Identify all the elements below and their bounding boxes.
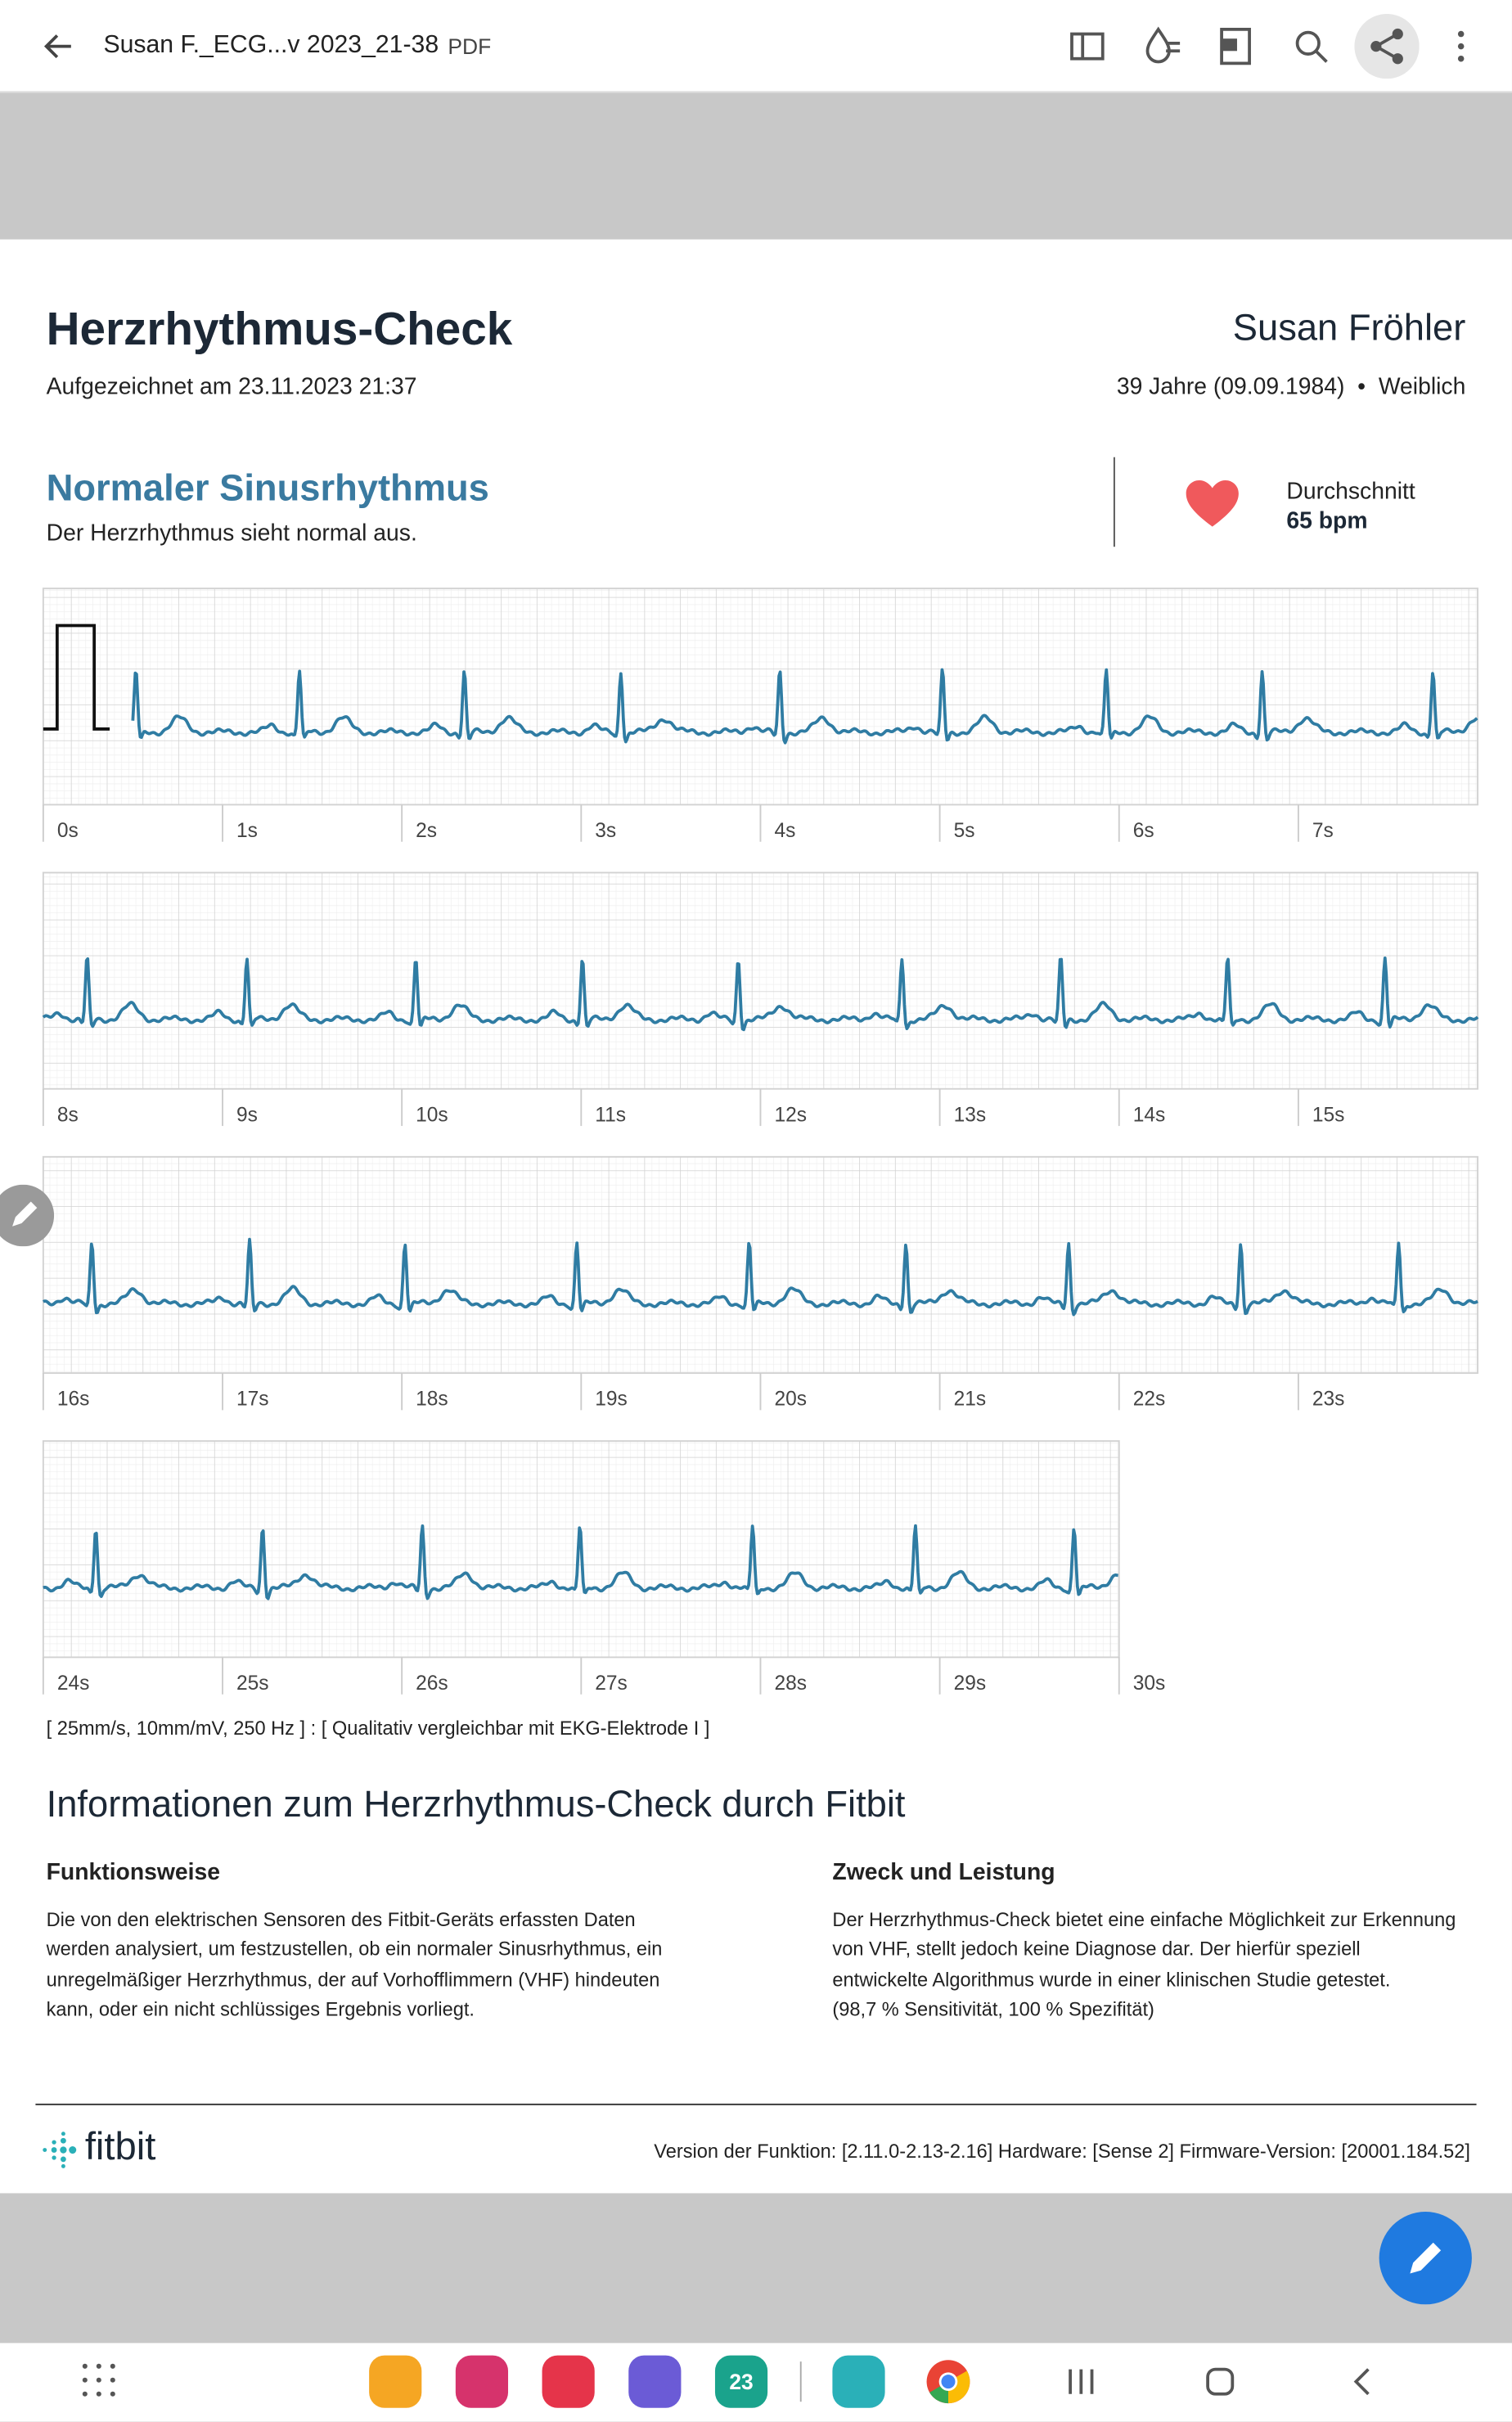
internet-app[interactable] (628, 2355, 682, 2408)
time-label: 0s (57, 820, 79, 842)
average-value: 65 bpm (1286, 508, 1368, 535)
search-button[interactable] (1293, 28, 1330, 65)
ecg-trace (43, 1237, 1478, 1317)
time-label: 13s (954, 1104, 987, 1126)
edit-handle[interactable] (0, 1184, 56, 1247)
time-label: 16s (57, 1389, 90, 1411)
right-text: Der Herzrhythmus-Check bietet eine einfa… (832, 1906, 1456, 2026)
time-label: 4s (774, 820, 795, 842)
patient-info: 39 Jahre (09.09.1984) (1116, 373, 1345, 400)
time-label: 25s (236, 1672, 269, 1695)
reading-mode-button[interactable] (1143, 25, 1183, 65)
taskbar-divider (799, 2361, 802, 2402)
apps-button[interactable] (80, 2361, 117, 2398)
heart-icon (1186, 480, 1239, 527)
outline-button[interactable] (1069, 28, 1105, 65)
result-title: Normaler Sinusrhythmus (46, 467, 489, 510)
time-label: 9s (236, 1104, 258, 1126)
ecg-trace (42, 956, 1479, 1032)
ecg-trace (131, 668, 1478, 745)
patient-line: 39 Jahre (09.09.1984) • Weiblich (1116, 373, 1466, 400)
time-label: 7s (1312, 820, 1334, 842)
footer-rule (35, 2103, 1477, 2105)
fitbit-logo (43, 2132, 77, 2168)
version-info: Version der Funktion: [2.11.0-2.13-2.16]… (654, 2141, 1470, 2163)
file-type: PDF (448, 34, 492, 59)
time-label: 3s (595, 820, 616, 842)
text-line: kann, oder ein nicht schlüssiges Ergebni… (46, 1998, 475, 2021)
calibration-pulse (43, 624, 110, 731)
chrome-app[interactable] (922, 2356, 974, 2408)
back-nav-button[interactable] (1348, 2366, 1379, 2397)
time-label: 10s (416, 1104, 448, 1126)
time-label: 11s (595, 1104, 626, 1126)
time-label: 2s (416, 820, 437, 842)
text-line: entwickelte Algorithmus wurde in einer k… (832, 1969, 1391, 1991)
ecg-strips: 0s 1s 2s 3s 4s 5s 6s 7s 8s 9s 10s 11s 12s 13s 14s 15s 16… (42, 587, 1479, 1695)
left-heading: Funktionsweise (46, 1859, 221, 1886)
time-label: 30s (1133, 1672, 1166, 1695)
fitbit-app[interactable] (832, 2355, 885, 2408)
home-button[interactable] (1204, 2366, 1235, 2397)
info-title: Informationen zum Herzrhythmus-Check dur… (46, 1784, 906, 1826)
ecg-grid (42, 1155, 1478, 1375)
average-label: Durchschnitt (1286, 479, 1415, 506)
time-label: 19s (595, 1389, 628, 1411)
time-label: 26s (416, 1672, 448, 1695)
edit-fab[interactable] (1378, 2210, 1474, 2306)
files-app[interactable] (369, 2355, 422, 2408)
time-label: 24s (57, 1672, 90, 1695)
text-line: unregelmäßiger Herzrhythmus, der auf Vor… (46, 1969, 660, 1991)
taskbar: 23 (0, 2343, 1512, 2422)
text-line: werden analysiert, um festzustellen, ob … (46, 1938, 663, 1961)
recents-button[interactable] (1065, 2366, 1096, 2397)
back-button[interactable] (40, 28, 77, 65)
time-label: 12s (774, 1104, 807, 1126)
more-button[interactable] (1451, 28, 1470, 65)
camera-app[interactable] (542, 2355, 595, 2408)
right-heading: Zweck und Leistung (832, 1859, 1055, 1886)
time-label: 15s (1312, 1104, 1345, 1126)
ecg-footnote: [ 25mm/s, 10mm/mV, 250 Hz ] : [ Qualitat… (46, 1717, 710, 1740)
time-label: 5s (954, 820, 975, 842)
ecg-grid (42, 871, 1478, 1090)
text-line: Der Herzrhythmus-Check bietet eine einfa… (832, 1909, 1456, 1931)
page-button[interactable] (1217, 26, 1253, 66)
text-line: (98,7 % Sensitivität, 100 % Spezifität) (832, 1998, 1154, 2021)
time-label: 1s (236, 820, 258, 842)
recorded: Aufgezeichnet am 23.11.2023 21:37 (46, 373, 417, 400)
report-title: Herzrhythmus-Check (46, 304, 513, 356)
result-text: Der Herzrhythmus sieht normal aus. (46, 520, 417, 547)
toolbar: Susan F._ECG...v 2023_21-38 PDF (0, 0, 1512, 93)
pdf-page: Herzrhythmus-Check Aufgezeichnet am 23.1… (0, 239, 1512, 2194)
time-label: 21s (954, 1389, 987, 1411)
time-label: 18s (416, 1389, 448, 1411)
text-line: von VHF, stellt jedoch keine Diagnose da… (832, 1938, 1361, 1961)
time-label: 6s (1133, 820, 1154, 842)
gender: Weiblich (1378, 373, 1466, 400)
file-title: Susan F._ECG...v 2023_21-38 (103, 32, 439, 59)
time-label: 27s (595, 1672, 628, 1695)
time-label: 23s (1312, 1389, 1345, 1411)
time-label: 29s (954, 1672, 987, 1695)
divider (1113, 457, 1115, 547)
calendar-app[interactable]: 23 (714, 2355, 768, 2408)
time-label: 14s (1133, 1104, 1166, 1126)
time-label: 22s (1133, 1389, 1166, 1411)
time-label: 20s (774, 1389, 807, 1411)
share-button[interactable] (1354, 13, 1420, 79)
time-label: 8s (57, 1104, 79, 1126)
ecg-grid (42, 587, 1478, 806)
time-label: 17s (236, 1389, 269, 1411)
time-label: 28s (774, 1672, 807, 1695)
ecg-trace (43, 1524, 1118, 1600)
left-text: Die von den elektrischen Sensoren des Fi… (47, 1906, 663, 2026)
gallery-app[interactable] (455, 2355, 509, 2408)
patient-name: Susan Fröhler (1232, 307, 1466, 349)
text-line: Die von den elektrischen Sensoren des Fi… (46, 1909, 636, 1931)
fitbit-wordmark: fitbit (84, 2125, 156, 2169)
